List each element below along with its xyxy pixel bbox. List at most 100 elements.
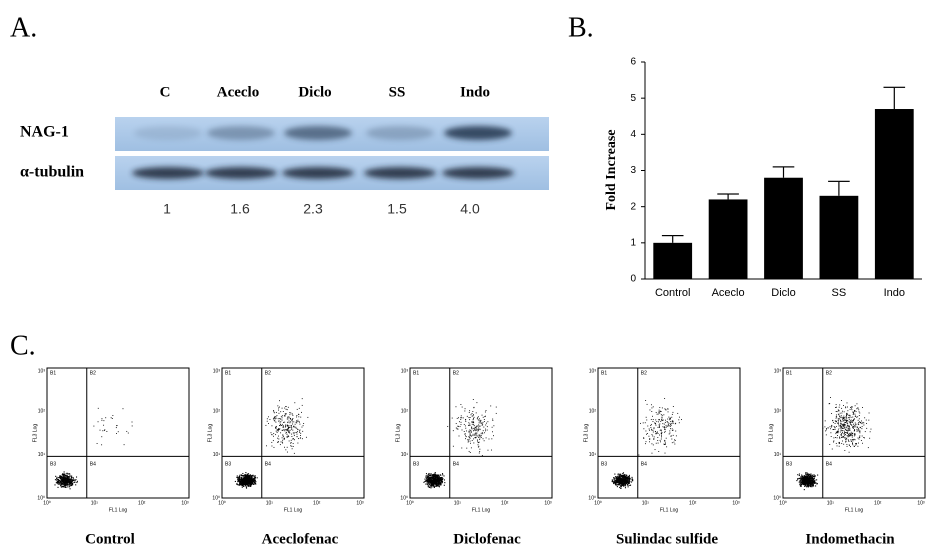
dot [297, 431, 298, 432]
dot [849, 419, 850, 420]
dot [292, 438, 293, 439]
dot [297, 429, 298, 430]
dot [666, 427, 667, 428]
band [132, 167, 204, 179]
dot [476, 412, 477, 413]
dot [613, 482, 614, 483]
dot [284, 408, 285, 409]
dot [61, 487, 62, 488]
dot [852, 421, 853, 422]
dot [239, 478, 240, 479]
dot [65, 487, 66, 488]
dot [643, 428, 644, 429]
dot [62, 486, 63, 487]
dot [465, 421, 466, 422]
dot [67, 475, 68, 476]
y-tick-label: 10¹ [213, 452, 221, 458]
dot [274, 421, 275, 422]
dot [625, 476, 626, 477]
dot [73, 482, 74, 483]
dot [254, 481, 255, 482]
dot [847, 446, 848, 447]
dot [278, 410, 279, 411]
dot [825, 420, 826, 421]
dot [853, 413, 854, 414]
dot [64, 482, 65, 483]
dot [56, 478, 57, 479]
dot [851, 409, 852, 410]
x-axis-label: FL1 Log [660, 507, 679, 513]
dot [485, 425, 486, 426]
dot [289, 431, 290, 432]
dot [289, 412, 290, 413]
dot [856, 403, 857, 404]
dot [836, 418, 837, 419]
dot [858, 409, 859, 410]
dot [652, 434, 653, 435]
dot [681, 419, 682, 420]
dot [657, 414, 658, 415]
dot [839, 446, 840, 447]
dot [835, 437, 836, 438]
dot [804, 475, 805, 476]
dot [483, 438, 484, 439]
dot [62, 484, 63, 485]
dot [469, 410, 470, 411]
dot [646, 420, 647, 421]
dot [296, 415, 297, 416]
dot [614, 474, 615, 475]
dot [851, 432, 852, 433]
x-tick-label: 10³ [732, 500, 740, 506]
plot-label: Diclofenac [453, 531, 521, 547]
dot [477, 431, 478, 432]
dot [73, 477, 74, 478]
dot [801, 480, 802, 481]
band [364, 167, 436, 179]
dot [856, 408, 857, 409]
dot [296, 428, 297, 429]
dot [458, 417, 459, 418]
dot [245, 485, 246, 486]
dot [295, 432, 296, 433]
dot [850, 446, 851, 447]
dot [842, 430, 843, 431]
dot [240, 483, 241, 484]
dot [478, 429, 479, 430]
dot [300, 437, 301, 438]
dot [473, 419, 474, 420]
dot [457, 428, 458, 429]
dot [669, 434, 670, 435]
dot [464, 411, 465, 412]
dot [471, 436, 472, 437]
dot [473, 422, 474, 423]
dot [282, 434, 283, 435]
dot [491, 450, 492, 451]
dot [247, 478, 248, 479]
dot [287, 437, 288, 438]
dot [246, 475, 247, 476]
dot [815, 475, 816, 476]
dot [291, 442, 292, 443]
dot [104, 430, 105, 431]
dot [842, 419, 843, 420]
dot [801, 478, 802, 479]
dot [833, 440, 834, 441]
dot [833, 422, 834, 423]
dot [246, 479, 247, 480]
dot [428, 486, 429, 487]
dot [281, 425, 282, 426]
dots [796, 397, 871, 490]
dot [814, 478, 815, 479]
dot [244, 484, 245, 485]
dot [798, 478, 799, 479]
dot [622, 482, 623, 483]
dot [830, 397, 831, 398]
dot [841, 400, 842, 401]
dot [659, 413, 660, 414]
dot [616, 484, 617, 485]
dot [479, 436, 480, 437]
dot [625, 481, 626, 482]
dot [622, 475, 623, 476]
dot [840, 420, 841, 421]
y-tick-label: 10² [38, 409, 46, 415]
